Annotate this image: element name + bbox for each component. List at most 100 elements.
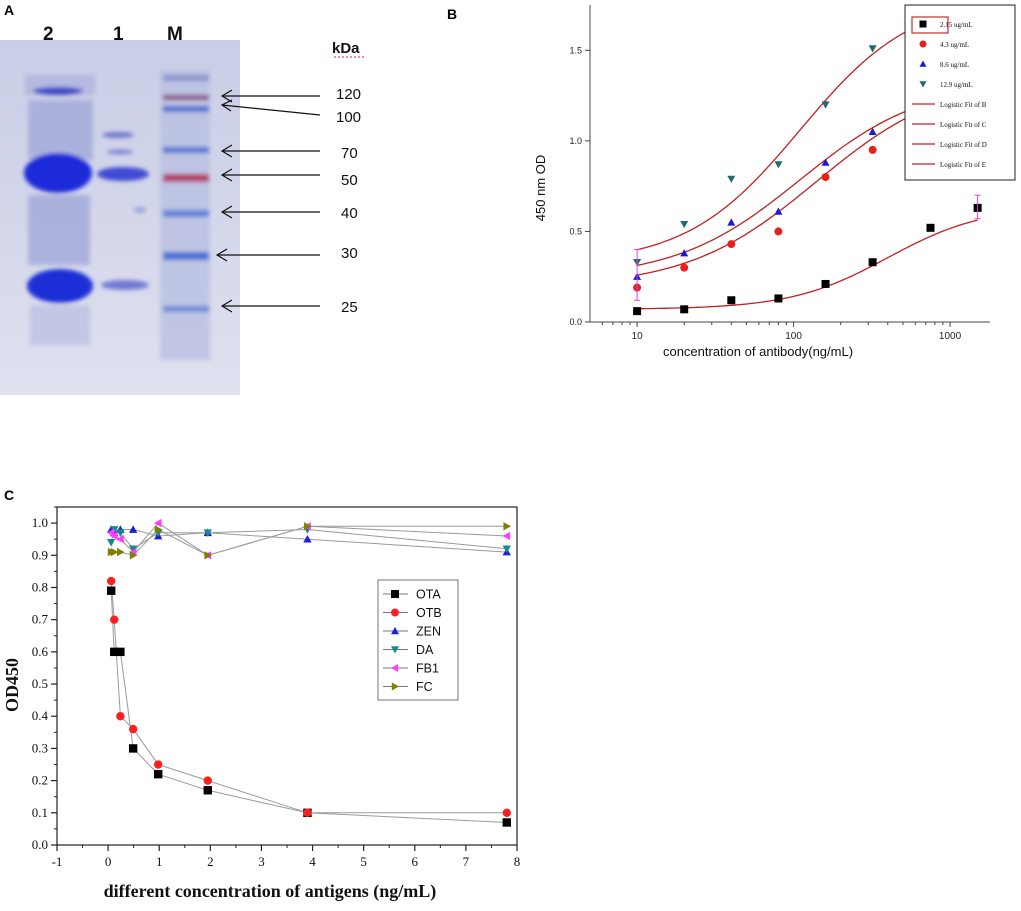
chart-c-y-tick-label: 0.3 bbox=[32, 740, 48, 755]
chart-c-y-tick-label: 0.5 bbox=[32, 676, 48, 691]
panel-label-a: A bbox=[4, 2, 15, 18]
chart-b-point bbox=[727, 175, 736, 183]
chart-c-legend-box bbox=[377, 579, 459, 701]
chart-c-point bbox=[154, 518, 162, 528]
chart-c-x-tick-label: 2 bbox=[207, 854, 214, 869]
chart-b-point bbox=[774, 207, 783, 215]
chart-b-point bbox=[680, 249, 689, 257]
chart-c-point bbox=[128, 525, 138, 533]
chart-b-point bbox=[821, 173, 830, 182]
chart-c-y-tick-label: 0.7 bbox=[32, 612, 49, 627]
chart-b-point bbox=[727, 218, 736, 226]
chart-c-x-tick-label: 5 bbox=[360, 854, 367, 869]
chart-c-point bbox=[204, 551, 212, 560]
marker-label-120: 120 bbox=[336, 86, 361, 103]
marker-label-25: 25 bbox=[341, 299, 358, 316]
chart-b-y-tick-label: 0.0 bbox=[569, 317, 582, 327]
chart-b-point bbox=[868, 127, 877, 135]
chart-b-x-axis-label: concentration of antibody(ng/mL) bbox=[663, 344, 853, 359]
chart-b-fit-line bbox=[637, 219, 978, 310]
chart-b-y-tick-label: 1.5 bbox=[569, 45, 582, 55]
chart-c-point bbox=[503, 522, 511, 531]
chart-c-legend-marker bbox=[391, 608, 399, 617]
chart-b-legend-label: Logistic Fit of C bbox=[940, 121, 987, 129]
lane-2-bands bbox=[24, 75, 95, 345]
chart-b-point bbox=[868, 45, 877, 53]
chart-c-point bbox=[106, 576, 116, 586]
chart-c-series-line bbox=[110, 580, 507, 814]
chart-c-point bbox=[110, 547, 119, 557]
chart-b-x-tick-label: 10 bbox=[632, 331, 644, 342]
chart-c-legend-label: DA bbox=[416, 643, 434, 657]
chart-b-point bbox=[633, 307, 642, 316]
chart-c-point bbox=[502, 808, 511, 818]
chart-b-point bbox=[727, 240, 736, 249]
chart-c-legend-marker bbox=[391, 682, 399, 691]
chart-c-x-tick-label: 1 bbox=[156, 854, 163, 869]
lane-m-ladder bbox=[160, 70, 210, 360]
chart-c-points bbox=[106, 518, 511, 827]
chart-b-y-axis-label: 450 nm OD bbox=[533, 155, 548, 221]
chart-c-y-tick-label: 0.2 bbox=[32, 773, 48, 788]
chart-c-point bbox=[110, 615, 119, 624]
chart-b-point bbox=[680, 305, 689, 314]
chart-b-legend-label: 12.9 ug/mL bbox=[940, 81, 973, 89]
chart-c-y-tick-label: 0.0 bbox=[32, 837, 48, 852]
chart-c-x-tick-label: 6 bbox=[412, 854, 419, 869]
marker-label-30: 30 bbox=[341, 245, 358, 262]
chart-c-x-tick-label: -1 bbox=[52, 854, 63, 869]
chart-b-point bbox=[926, 223, 935, 232]
chart-b-legend-label: 4.3 ug/mL bbox=[940, 41, 969, 49]
sds-page-gel bbox=[0, 40, 240, 395]
chart-c-legend-marker bbox=[391, 590, 399, 598]
panel-label-c: C bbox=[4, 487, 15, 503]
chart-b-point bbox=[727, 296, 736, 305]
chart-c-x-tick-label: 8 bbox=[514, 854, 521, 869]
chart-c-legend-marker bbox=[391, 664, 399, 672]
lane-1-bands bbox=[97, 132, 149, 290]
chart-b-legend-box bbox=[904, 4, 1016, 181]
chart-c-point bbox=[110, 531, 118, 541]
chart-c-point bbox=[116, 534, 124, 544]
chart-b-legend-marker bbox=[919, 60, 927, 67]
chart-b-x-tick-label: 1000 bbox=[939, 331, 962, 342]
chart-c-point bbox=[154, 525, 163, 534]
chart-c-point bbox=[303, 534, 312, 543]
chart-c-point bbox=[203, 529, 212, 537]
chart-b-y-tick-label: 0.5 bbox=[569, 226, 582, 236]
chart-b-point bbox=[680, 263, 689, 272]
chart-c-point bbox=[129, 551, 138, 560]
chart-b-point bbox=[680, 220, 689, 229]
chart-c-legend: OTA OTB ZEN DA FB1 FC bbox=[377, 579, 459, 701]
chart-c-point bbox=[106, 539, 116, 547]
chart-c-point bbox=[154, 769, 163, 779]
chart-c-point bbox=[502, 531, 511, 541]
chart-c-legend-marker bbox=[391, 627, 399, 635]
chart-b-point bbox=[868, 145, 877, 154]
chart-c-point bbox=[116, 647, 125, 657]
chart-c-axes: -1 0 1 2 3 4 5 6 7 8 0.0 0.1 0.2 0.3 0.4 0.5 0.6 0.7 0.8 0.… bbox=[32, 506, 521, 869]
chart-c-legend-label: ZEN bbox=[416, 625, 441, 639]
chart-c-legend-label: FC bbox=[416, 680, 433, 694]
chart-b-point bbox=[821, 279, 830, 288]
chart-c-point bbox=[154, 760, 163, 769]
chart-c-point bbox=[116, 529, 125, 537]
chart-b-legend-label: 8.6 ug/mL bbox=[940, 61, 969, 69]
chart-c-y-tick-label: 0.9 bbox=[32, 547, 48, 562]
chart-c-point bbox=[303, 808, 312, 818]
marker-label-50: 50 bbox=[341, 172, 358, 189]
chart-b-legend-marker bbox=[919, 40, 927, 48]
chart-c-point bbox=[128, 724, 138, 734]
chart-c-y-tick-label: 0.6 bbox=[32, 644, 49, 659]
chart-c-point bbox=[128, 545, 138, 554]
chart-c-legend-label: FB1 bbox=[416, 662, 439, 676]
chart-c-x-tick-label: 7 bbox=[463, 854, 470, 869]
chart-b-legend: 2.15 ug/mL 4.3 ug/mL 8.6 ug/mL 12.9 ug/mL Lo… bbox=[904, 4, 1016, 181]
chart-b-legend-label: Logistic Fit of B bbox=[940, 101, 987, 109]
chart-b-point bbox=[821, 101, 830, 109]
chart-c-point bbox=[203, 786, 212, 795]
panel-label-b: B bbox=[447, 6, 458, 22]
chart-c-x-tick-label: 0 bbox=[105, 854, 112, 869]
chart-b-antibody-titration: 10 100 1000 0.0 0.5 1.0 1.5 concentration of a… bbox=[533, 4, 1016, 359]
chart-c-x-tick-label: 3 bbox=[258, 854, 265, 869]
